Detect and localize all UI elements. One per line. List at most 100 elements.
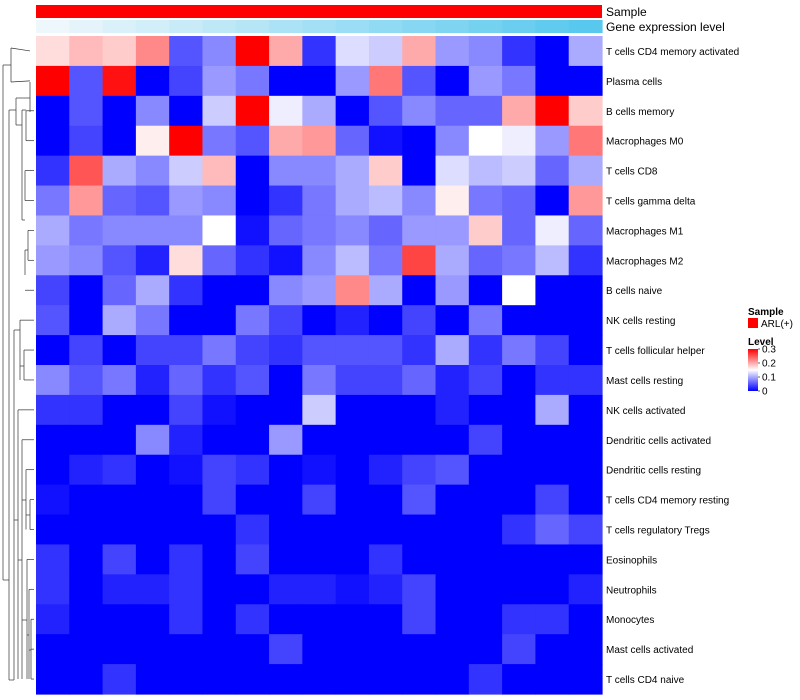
- heatmap-cell: [135, 125, 170, 157]
- heatmap-cell: [302, 245, 337, 276]
- heatmap-cell: [568, 155, 603, 187]
- heatmap-cell: [69, 65, 104, 97]
- heatmap-cell: [302, 335, 337, 366]
- heatmap-cell: [36, 634, 70, 665]
- expression-level-cell: [169, 20, 204, 33]
- heatmap-cell: [468, 305, 503, 336]
- heatmap-cell: [502, 335, 537, 366]
- heatmap-cell: [269, 65, 303, 97]
- heatmap-cell: [435, 215, 470, 246]
- heatmap-cell: [135, 245, 170, 276]
- heatmap-cell: [302, 634, 337, 665]
- heatmap-cell: [502, 634, 537, 665]
- heatmap-cell: [235, 664, 270, 695]
- heatmap-cell: [69, 514, 104, 546]
- row-label: T cells CD8: [606, 167, 658, 178]
- heatmap-cell: [169, 604, 204, 635]
- expression-level-cell: [102, 20, 137, 33]
- heatmap-cell: [169, 544, 204, 575]
- heatmap-cell: [568, 604, 603, 635]
- heatmap-cell: [169, 125, 204, 157]
- heatmap-cell: [202, 365, 237, 396]
- expression-level-cell: [435, 20, 470, 33]
- heatmap-cell: [435, 365, 470, 396]
- level-legend-ticks: 0.3 0.2 0.1 0: [758, 345, 776, 398]
- heatmap-cell: [202, 125, 237, 157]
- heatmap-cell: [269, 335, 303, 366]
- heatmap-cell: [535, 125, 570, 157]
- heatmap-cell: [368, 604, 403, 635]
- heatmap-cell: [69, 365, 104, 396]
- row-label: T cells gamma delta: [606, 197, 696, 208]
- heatmap-cell: [502, 215, 537, 246]
- heatmap-cell: [402, 125, 437, 157]
- heatmap-cell: [169, 65, 204, 97]
- heatmap-cell: [568, 95, 603, 127]
- heatmap-cell: [36, 305, 70, 336]
- heatmap-cell: [568, 574, 603, 605]
- heatmap-cell: [368, 424, 403, 456]
- heatmap-cell: [302, 125, 337, 157]
- heatmap-cell: [568, 424, 603, 456]
- heatmap-cell: [135, 36, 170, 67]
- row-label: T cells regulatory Tregs: [606, 526, 710, 537]
- heatmap-cell: [235, 65, 270, 97]
- heatmap-cell: [535, 215, 570, 246]
- heatmap-cell: [435, 604, 470, 635]
- heatmap-cell: [235, 484, 270, 516]
- heatmap-cell: [202, 65, 237, 97]
- heatmap-cell: [302, 514, 337, 546]
- heatmap-cell: [468, 514, 503, 546]
- heatmap-cell: [402, 454, 437, 486]
- heatmap-cell: [235, 365, 270, 396]
- expression-level-cell: [535, 20, 570, 33]
- heatmap-cell: [69, 544, 104, 575]
- heatmap-cell: [402, 155, 437, 187]
- dendrogram-branch: [10, 80, 31, 83]
- expression-level-cell: [368, 20, 403, 33]
- heatmap-cell: [568, 245, 603, 276]
- row-label: Plasma cells: [606, 77, 662, 88]
- heatmap-cell: [468, 245, 503, 276]
- heatmap-cell: [568, 36, 603, 67]
- heatmap-cell: [269, 484, 303, 516]
- heatmap-cell: [402, 245, 437, 276]
- heatmap-cell: [468, 215, 503, 246]
- heatmap-cell: [135, 335, 170, 366]
- heatmap-cell: [169, 394, 204, 426]
- heatmap-cell: [435, 65, 470, 97]
- heatmap-cell: [335, 604, 370, 635]
- heatmap-cell: [502, 454, 537, 486]
- heatmap-cell: [535, 574, 570, 605]
- heatmap-cell: [368, 185, 403, 217]
- heatmap-cell: [468, 424, 503, 456]
- heatmap-cell: [302, 424, 337, 456]
- heatmap-cell: [102, 36, 137, 67]
- heatmap-cell: [169, 634, 204, 665]
- heatmap-cell: [435, 95, 470, 127]
- level-legend-tick-label: 0.3: [762, 345, 776, 356]
- heatmap-cell: [468, 544, 503, 575]
- heatmap-cell: [36, 454, 70, 486]
- heatmap-cell: [169, 155, 204, 187]
- heatmap-cell: [368, 95, 403, 127]
- heatmap-cell: [335, 664, 370, 695]
- expression-level-cell: [69, 20, 104, 33]
- expression-level-cell: [269, 20, 303, 33]
- heatmap-cell: [502, 574, 537, 605]
- heatmap-cell: [435, 394, 470, 426]
- heatmap-cell: [202, 484, 237, 516]
- heatmap-cell: [535, 36, 570, 67]
- expression-level-cell: [402, 20, 437, 33]
- heatmap-cell: [269, 185, 303, 217]
- heatmap-cell: [202, 245, 237, 276]
- heatmap-cell: [502, 664, 537, 695]
- heatmap-cell: [402, 664, 437, 695]
- heatmap-cell: [335, 65, 370, 97]
- heatmap-cell: [169, 215, 204, 246]
- heatmap-cell: [102, 634, 137, 665]
- column-annotations: Sample Gene expression level: [36, 5, 725, 34]
- heatmap-cell: [235, 604, 270, 635]
- heatmap-cell: [202, 275, 237, 306]
- heatmap-cell: [69, 245, 104, 276]
